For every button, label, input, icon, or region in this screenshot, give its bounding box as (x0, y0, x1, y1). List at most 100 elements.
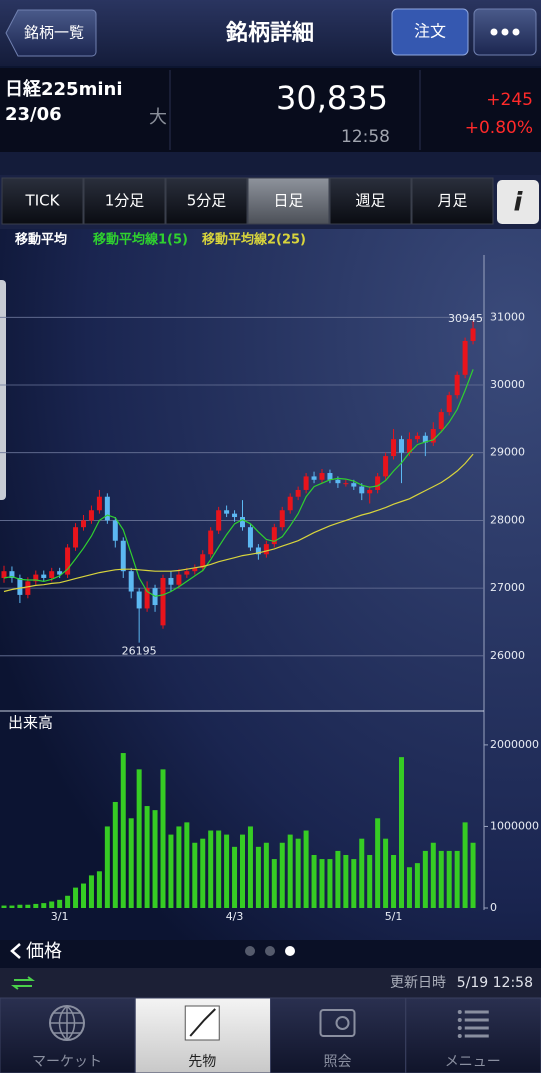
volume-bar (375, 818, 381, 908)
tab[interactable] (329, 177, 412, 225)
candle-body (406, 439, 412, 453)
side-handle[interactable] (0, 280, 6, 500)
volume-bar (232, 846, 238, 908)
volume-bar (343, 854, 349, 908)
refresh-icon[interactable] (11, 976, 35, 990)
nav-icon[interactable] (457, 1034, 462, 1038)
tab[interactable] (83, 177, 166, 225)
volume-bar (160, 769, 166, 908)
volume-bar (438, 850, 444, 908)
volume-bar (25, 904, 31, 908)
nav-icon[interactable] (457, 1010, 462, 1014)
tab-label[interactable]: 月足 (437, 192, 467, 210)
nav-label[interactable]: 照会 (324, 1054, 352, 1070)
volume-bar (184, 822, 190, 908)
y-tick-label: 30000 (490, 378, 525, 391)
tab[interactable] (1, 177, 84, 225)
back-label[interactable]: 銘柄一覧 (24, 24, 84, 42)
volume-bar (255, 846, 261, 908)
y-tick-label: 1000000 (490, 819, 539, 832)
volume-bar (65, 895, 71, 908)
volume-bar (359, 838, 365, 908)
volume-bar (208, 830, 214, 908)
volume-bar (224, 834, 230, 908)
volume-bar (335, 850, 341, 908)
instrument-name: 日経225mini (5, 78, 122, 100)
candle-body (383, 456, 389, 477)
volume-bar (144, 806, 150, 908)
candle-body (128, 571, 134, 592)
tab-label[interactable]: 5分足 (187, 192, 227, 210)
y-tick-label: 0 (490, 901, 497, 914)
order-button[interactable] (391, 8, 469, 56)
nav-icon[interactable] (189, 1008, 216, 1037)
volume-bar (279, 842, 285, 908)
info-icon[interactable]: i (514, 188, 524, 218)
candle-body (96, 496, 102, 511)
x-tick-label: 4/3 (226, 910, 244, 923)
tab[interactable] (165, 177, 248, 225)
nav-icon[interactable] (335, 1016, 350, 1030)
tab-label[interactable]: 日足 (273, 192, 303, 210)
candle-body (65, 547, 71, 575)
bottom-nav: マーケット 先物 照会 メニュー (0, 997, 541, 1073)
contract-month: 23/06 (5, 104, 62, 125)
order-label[interactable]: 注文 (414, 22, 446, 41)
change: +245 (486, 90, 533, 110)
status-bar (0, 968, 541, 998)
chart-background (0, 229, 541, 940)
nav-icon[interactable] (50, 1005, 84, 1042)
tab-label[interactable]: 週足 (355, 192, 385, 210)
tab[interactable] (247, 177, 330, 225)
volume-bar (470, 842, 476, 908)
volume-bar (136, 769, 142, 908)
candle-body (144, 588, 150, 609)
change-percent: +0.80% (465, 118, 533, 138)
volume-bar (96, 871, 102, 908)
volume-bar (263, 842, 269, 908)
volume-bar (168, 834, 174, 908)
legend-title: 移動平均 (15, 232, 67, 248)
candle-body (263, 544, 269, 555)
candle-body (391, 439, 397, 457)
back-button[interactable] (5, 9, 97, 57)
more-icon[interactable] (490, 28, 520, 36)
volume-bar (319, 859, 325, 908)
nav-label[interactable]: 先物 (188, 1054, 216, 1070)
candle-body (446, 395, 452, 413)
candle-body (160, 577, 166, 626)
tab-label[interactable]: 1分足 (105, 192, 145, 210)
y-tick-label: 29000 (490, 446, 525, 459)
nav-label[interactable]: メニュー (445, 1054, 501, 1070)
candle-body (120, 540, 126, 572)
nav-icon[interactable] (457, 1018, 462, 1022)
candle-body (240, 517, 245, 528)
candle-body (104, 496, 110, 521)
candle-body (9, 571, 15, 578)
volume-bar (430, 842, 436, 908)
back-arrow[interactable] (10, 943, 21, 959)
volume-bar (112, 801, 118, 908)
nav-icon[interactable] (457, 1026, 462, 1030)
volume-bar (391, 854, 397, 908)
info-button[interactable] (497, 180, 539, 224)
candle-body (327, 473, 333, 480)
y-tick-label: 27000 (490, 581, 525, 594)
price-back-label[interactable]: 価格 (26, 941, 62, 962)
candle-body (168, 577, 174, 585)
candle-body (112, 520, 118, 541)
tab[interactable] (411, 177, 494, 225)
high-annotation: 30945 (448, 312, 483, 325)
candle-body (375, 476, 381, 490)
tab-label[interactable]: TICK (25, 192, 61, 210)
candle-body (49, 571, 55, 578)
volume-bar (240, 834, 245, 908)
price-time: 12:58 (341, 127, 390, 147)
volume-bar (81, 883, 86, 908)
nav-label[interactable]: マーケット (32, 1054, 102, 1070)
candle-body (41, 574, 47, 578)
nav-icon[interactable] (319, 1009, 356, 1037)
candle-body (88, 510, 94, 521)
volume-bar (17, 904, 23, 908)
volume-bar (287, 834, 293, 908)
